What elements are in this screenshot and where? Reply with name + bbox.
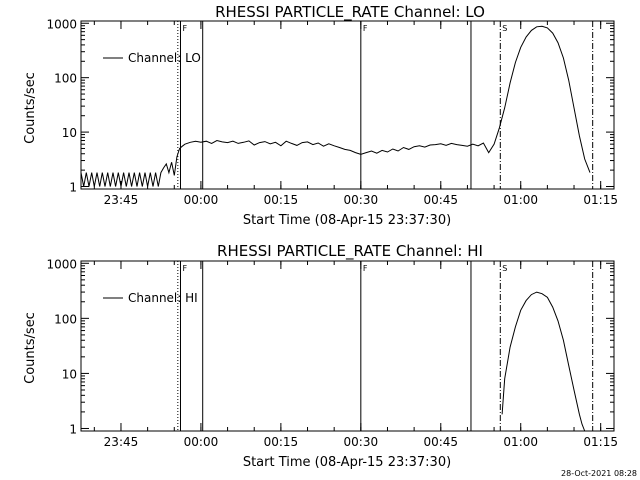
x-tick-label: 00:00 (184, 193, 219, 207)
y-axis-label: Counts/sec (23, 72, 38, 144)
x-tick-label: 00:45 (423, 435, 458, 449)
y-tick-label: 100 (54, 72, 77, 86)
x-tick-label: 01:15 (583, 193, 618, 207)
x-tick-label: 23:45 (104, 193, 139, 207)
event-marker-label: F (182, 264, 187, 273)
y-tick-label: 1000 (46, 17, 77, 31)
y-tick-label: 1 (69, 181, 77, 195)
event-marker-label: F (182, 24, 187, 33)
x-axis-label: Start Time (08-Apr-15 23:37:30) (243, 213, 451, 228)
x-tick-label: 01:00 (503, 193, 538, 207)
event-marker-label: S (502, 24, 507, 33)
x-tick-label: 23:45 (104, 435, 139, 449)
series-line (501, 291, 586, 432)
chart-title: RHESSI PARTICLE_RATE Channel: LO (215, 3, 485, 22)
x-tick-label: 00:15 (264, 435, 299, 449)
y-axis-label: Counts/sec (23, 312, 38, 384)
event-marker-label: F (363, 264, 368, 273)
x-tick-label: 01:15 (583, 435, 618, 449)
x-tick-label: 00:15 (264, 193, 299, 207)
x-tick-label: 00:30 (344, 193, 379, 207)
chart-panel-lo: RHESSI PARTICLE_RATE Channel: LO Start T… (23, 3, 618, 228)
y-tick-label: 1 (69, 422, 77, 436)
plot-frame (80, 260, 615, 432)
x-tick-label: 01:00 (503, 435, 538, 449)
y-tick-label: 10 (62, 367, 77, 381)
x-axis-label: Start Time (08-Apr-15 23:37:30) (243, 455, 451, 470)
x-tick-label: 00:30 (344, 435, 379, 449)
x-tick-label: 00:45 (423, 193, 458, 207)
x-tick-label: 00:00 (184, 435, 219, 449)
chart-title: RHESSI PARTICLE_RATE Channel: HI (217, 242, 483, 261)
y-tick-label: 10 (62, 126, 77, 140)
y-tick-label: 1000 (46, 257, 77, 271)
plot-frame (80, 20, 615, 190)
event-marker-label: S (502, 264, 507, 273)
legend-label: Channel: LO (128, 51, 201, 65)
chart-panel-hi: RHESSI PARTICLE_RATE Channel: HI Start T… (23, 242, 618, 470)
footer-timestamp: 28-Oct-2021 08:28 (561, 469, 637, 478)
legend-label: Channel: HI (128, 291, 198, 305)
series-line (80, 25, 591, 187)
y-tick-label: 100 (54, 312, 77, 326)
event-marker-label: F (363, 24, 368, 33)
